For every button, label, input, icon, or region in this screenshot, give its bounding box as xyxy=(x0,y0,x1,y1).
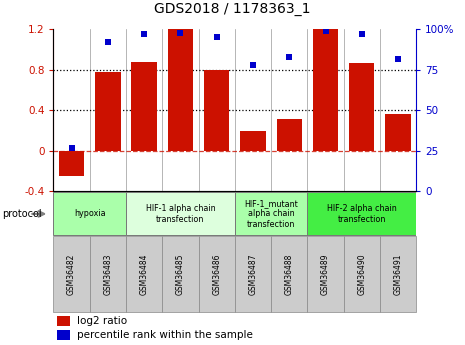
Bar xyxy=(240,131,266,151)
Text: log2 ratio: log2 ratio xyxy=(77,316,127,326)
Point xyxy=(177,30,184,35)
Point xyxy=(249,62,257,68)
Text: protocol: protocol xyxy=(2,209,42,219)
Text: GSM36487: GSM36487 xyxy=(248,254,258,295)
Point xyxy=(358,31,365,37)
Text: HIF-2 alpha chain
transfection: HIF-2 alpha chain transfection xyxy=(327,204,397,224)
Bar xyxy=(95,72,120,151)
Bar xyxy=(57,330,70,340)
Bar xyxy=(235,193,307,235)
Bar xyxy=(90,236,126,312)
Bar xyxy=(307,236,344,312)
Bar xyxy=(271,236,307,312)
Bar xyxy=(277,119,302,151)
Bar xyxy=(204,70,229,151)
Text: GSM36491: GSM36491 xyxy=(393,254,403,295)
Text: GSM36483: GSM36483 xyxy=(103,254,113,295)
Text: hypoxia: hypoxia xyxy=(74,209,106,218)
Text: GSM36486: GSM36486 xyxy=(212,254,221,295)
Bar xyxy=(126,193,235,235)
Bar xyxy=(126,236,162,312)
Bar xyxy=(57,316,70,326)
Text: percentile rank within the sample: percentile rank within the sample xyxy=(77,330,253,340)
Bar xyxy=(53,193,126,235)
Point xyxy=(286,54,293,60)
Text: GDS2018 / 1178363_1: GDS2018 / 1178363_1 xyxy=(154,2,311,16)
Bar xyxy=(53,236,90,312)
Bar xyxy=(199,236,235,312)
Text: GSM36484: GSM36484 xyxy=(140,254,149,295)
Text: HIF-1 alpha chain
transfection: HIF-1 alpha chain transfection xyxy=(146,204,215,224)
Bar xyxy=(307,193,416,235)
Text: GSM36488: GSM36488 xyxy=(285,254,294,295)
Point xyxy=(322,28,329,34)
Point xyxy=(104,40,112,45)
Bar xyxy=(235,236,271,312)
Point xyxy=(213,35,220,40)
Text: HIF-1_mutant
alpha chain
transfection: HIF-1_mutant alpha chain transfection xyxy=(244,199,298,229)
Bar xyxy=(344,236,380,312)
Bar xyxy=(385,115,411,151)
Point xyxy=(140,31,148,37)
Bar xyxy=(59,151,84,176)
Text: GSM36482: GSM36482 xyxy=(67,254,76,295)
Bar xyxy=(380,236,416,312)
Point xyxy=(394,56,402,61)
Text: GSM36489: GSM36489 xyxy=(321,254,330,295)
Bar xyxy=(132,62,157,151)
Bar xyxy=(162,236,199,312)
Text: GSM36490: GSM36490 xyxy=(357,254,366,295)
Bar xyxy=(168,29,193,151)
Bar xyxy=(349,63,374,151)
Point xyxy=(68,145,75,150)
Bar xyxy=(313,29,338,151)
Text: GSM36485: GSM36485 xyxy=(176,254,185,295)
